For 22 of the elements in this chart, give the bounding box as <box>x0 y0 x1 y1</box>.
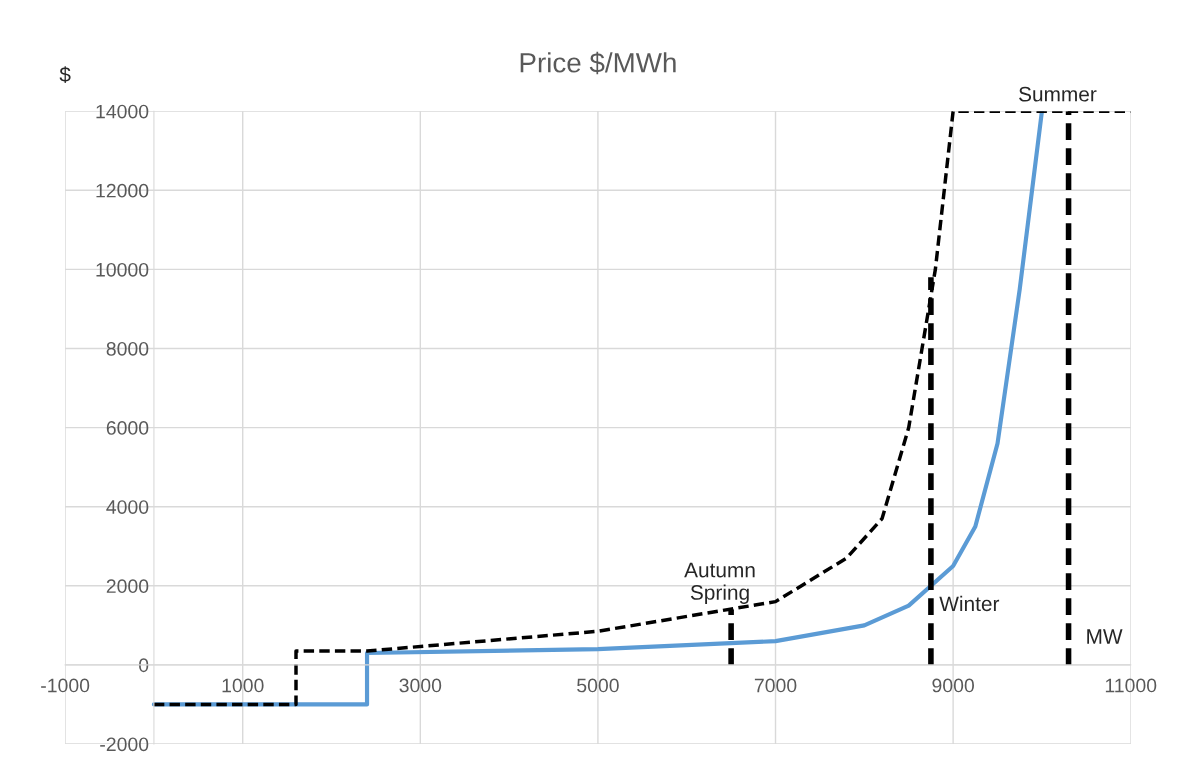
y-tick-label: 0 <box>139 658 149 673</box>
x-tick-label: 7000 <box>754 678 797 693</box>
x-tick-label: 11000 <box>1105 678 1157 693</box>
annotation: Autumn Spring <box>684 562 755 604</box>
x-tick-label: 1000 <box>222 678 264 693</box>
annotation: Winter <box>939 595 1000 612</box>
y-tick-label: 10000 <box>96 262 149 277</box>
y-tick-label: -2000 <box>100 737 149 752</box>
chart-title: Price $/MWh <box>520 51 676 75</box>
y-tick-label: 14000 <box>96 104 149 119</box>
annotation: Summer <box>1019 86 1097 102</box>
x-tick-label: 3000 <box>399 678 442 693</box>
x-tick-label: 9000 <box>932 678 974 693</box>
x-axis-title: MW <box>1087 629 1123 644</box>
y-tick-label: 2000 <box>106 579 149 594</box>
y-tick-label: 4000 <box>106 500 149 514</box>
y-tick-label: 12000 <box>96 183 149 198</box>
x-tick-label: -1000 <box>41 678 90 693</box>
y-axis-title: $ <box>59 66 71 84</box>
y-tick-label: 6000 <box>106 421 149 435</box>
y-tick-label: 8000 <box>106 341 149 356</box>
x-tick-label: 5000 <box>577 678 619 693</box>
